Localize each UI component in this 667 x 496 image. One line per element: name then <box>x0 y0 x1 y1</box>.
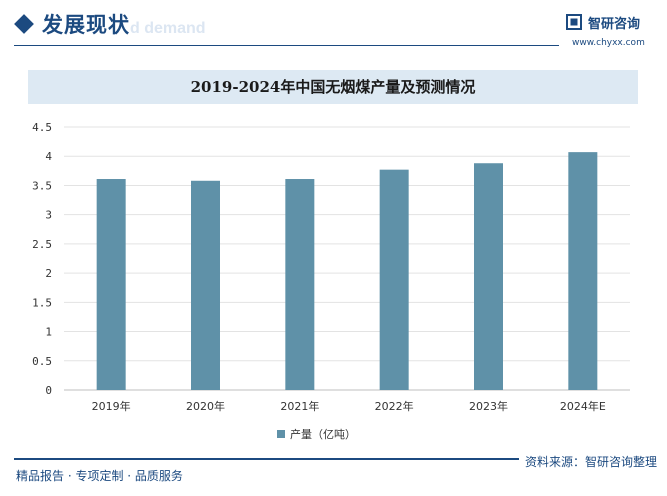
data-source: 资料来源：智研咨询整理 <box>518 453 657 470</box>
y-tick-label: 1.5 <box>32 296 52 309</box>
footer-divider <box>14 458 654 460</box>
y-tick-label: 3.5 <box>32 179 52 192</box>
y-tick-label: 1 <box>45 326 52 339</box>
bar <box>474 163 503 390</box>
logo-name: 智研咨询 <box>588 17 641 32</box>
section-subtitle: d demand <box>130 20 206 37</box>
y-tick-label: 0.5 <box>32 355 52 368</box>
bar <box>285 179 315 390</box>
chart-title: 2019-2024年中国无烟煤产量及预测情况 <box>190 78 476 96</box>
legend-swatch <box>277 430 285 438</box>
y-tick-label: 2.5 <box>32 238 52 251</box>
bar <box>191 180 220 390</box>
x-tick-label: 2021年 <box>280 399 319 413</box>
bar <box>379 169 409 390</box>
x-tick-label: 2022年 <box>375 399 414 413</box>
header-divider <box>14 45 559 46</box>
bar <box>568 152 598 390</box>
x-tick-label: 2023年 <box>469 399 508 413</box>
y-tick-label: 4.5 <box>32 121 52 134</box>
legend-label: 产量（亿吨） <box>290 427 356 441</box>
logo-url: www.chyxx.com <box>572 38 645 48</box>
y-tick-label: 3 <box>45 209 52 222</box>
chart-title-banner: 2019-2024年中国无烟煤产量及预测情况 <box>28 70 638 104</box>
y-tick-label: 2 <box>45 267 52 280</box>
footer-tagline: 精品报告 · 专项定制 · 品质服务 <box>16 469 183 483</box>
x-tick-label: 2024年E <box>560 399 606 413</box>
x-tick-label: 2019年 <box>92 399 131 413</box>
logo-icon <box>566 14 582 30</box>
y-tick-label: 4 <box>45 150 52 163</box>
x-tick-label: 2020年 <box>186 399 225 413</box>
y-tick-label: 0 <box>45 384 52 397</box>
section-title: 发展现状 <box>42 13 130 37</box>
bar <box>96 179 126 390</box>
header: 发展现状 d demand 智研咨询 www.chyxx.com <box>0 0 667 50</box>
